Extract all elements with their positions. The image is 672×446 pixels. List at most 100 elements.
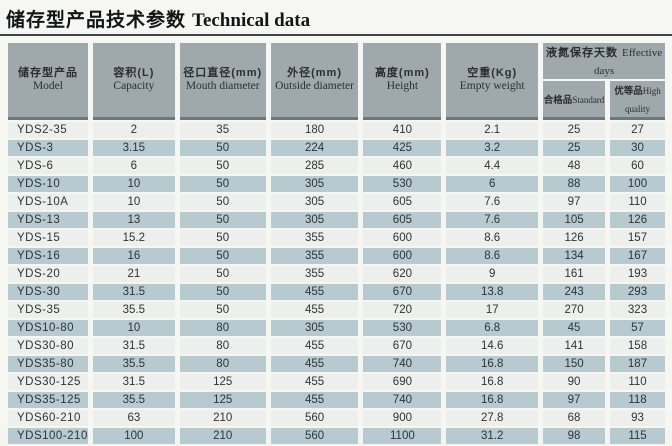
value-cell: 134 — [543, 248, 606, 264]
value-cell: 105 — [543, 212, 606, 228]
value-cell: 80 — [179, 356, 266, 372]
col-subheader-standard: 合格品Standard — [543, 81, 606, 120]
model-cell: YDS-6 — [8, 158, 88, 174]
value-cell: 900 — [363, 410, 442, 426]
value-cell: 4.4 — [446, 158, 539, 174]
value-cell: 35.5 — [92, 392, 175, 408]
table-row: YDS-6 6 50 285 460 4.4 48 60 — [8, 158, 665, 174]
value-cell: 97 — [543, 392, 606, 408]
value-cell: 355 — [270, 248, 359, 264]
value-cell: 115 — [610, 428, 665, 444]
value-cell: 50 — [179, 284, 266, 300]
model-cell: YDS30-125 — [8, 374, 88, 390]
value-cell: 126 — [610, 212, 665, 228]
value-cell: 410 — [363, 122, 442, 138]
table-row: YDS2-35 2 35 180 410 2.1 25 27 — [8, 122, 665, 138]
model-cell: YDS10-80 — [8, 320, 88, 336]
table-row: YDS-3 3.15 50 224 425 3.2 25 30 — [8, 140, 665, 156]
col-header-effective-days-zh: 液氮保存天数 — [546, 47, 618, 59]
value-cell: 285 — [270, 158, 359, 174]
value-cell: 6.8 — [446, 320, 539, 336]
value-cell: 25 — [543, 122, 606, 138]
model-cell: YDS100-210 — [8, 428, 88, 444]
value-cell: 100 — [92, 428, 175, 444]
value-cell: 670 — [363, 338, 442, 354]
value-cell: 180 — [270, 122, 359, 138]
value-cell: 50 — [179, 194, 266, 210]
value-cell: 161 — [543, 266, 606, 282]
title-divider — [0, 34, 672, 36]
value-cell: 90 — [543, 374, 606, 390]
value-cell: 9 — [446, 266, 539, 282]
value-cell: 27.8 — [446, 410, 539, 426]
value-cell: 10 — [92, 176, 175, 192]
value-cell: 305 — [270, 176, 359, 192]
value-cell: 14.6 — [446, 338, 539, 354]
table-row: YDS-13 13 50 305 605 7.6 105 126 — [8, 212, 665, 228]
value-cell: 21 — [92, 266, 175, 282]
value-cell: 35 — [179, 122, 266, 138]
value-cell: 3.2 — [446, 140, 539, 156]
value-cell: 7.6 — [446, 212, 539, 228]
col-header-height-en: Height — [386, 80, 419, 92]
col-subheader-standard-zh: 合格品 — [543, 95, 573, 106]
value-cell: 293 — [610, 284, 665, 300]
value-cell: 17 — [446, 302, 539, 318]
col-header-mouth-diameter-en: Mouth diameter — [185, 80, 260, 92]
table-body: YDS2-35 2 35 180 410 2.1 25 27 YDS-3 3.15 50 224 425… — [8, 122, 665, 444]
table-row: YDS60-210 63 210 560 900 27.8 68 93 — [8, 410, 665, 426]
value-cell: 50 — [179, 302, 266, 318]
model-cell: YDS-35 — [8, 302, 88, 318]
value-cell: 2 — [92, 122, 175, 138]
col-header-outside-diameter-en: Outside diameter — [275, 80, 354, 92]
model-cell: YDS35-80 — [8, 356, 88, 372]
value-cell: 27 — [610, 122, 665, 138]
value-cell: 6 — [446, 176, 539, 192]
value-cell: 355 — [270, 230, 359, 246]
col-header-height-zh: 高度(mm) — [374, 67, 430, 79]
value-cell: 305 — [270, 320, 359, 336]
table-row: YDS35-80 35.5 80 455 740 16.8 150 187 — [8, 356, 665, 372]
col-header-model-zh: 储存型产品 — [17, 67, 78, 79]
value-cell: 125 — [179, 374, 266, 390]
value-cell: 150 — [543, 356, 606, 372]
value-cell: 210 — [179, 410, 266, 426]
value-cell: 50 — [179, 140, 266, 156]
value-cell: 50 — [179, 212, 266, 228]
col-header-empty-weight: 空重(Kg) Empty weight — [446, 43, 539, 120]
value-cell: 560 — [270, 428, 359, 444]
col-header-model: 储存型产品 Model — [8, 43, 88, 120]
value-cell: 60 — [610, 158, 665, 174]
col-header-effective-days-en: Effective days — [593, 47, 663, 77]
table-row: YDS100-210 100 210 560 1100 31.2 98 115 — [8, 428, 665, 444]
col-header-height: 高度(mm) Height — [363, 43, 442, 120]
value-cell: 270 — [543, 302, 606, 318]
value-cell: 460 — [363, 158, 442, 174]
table-row: YDS-16 16 50 355 600 8.6 134 167 — [8, 248, 665, 264]
value-cell: 720 — [363, 302, 442, 318]
value-cell: 605 — [363, 212, 442, 228]
value-cell: 157 — [610, 230, 665, 246]
value-cell: 63 — [92, 410, 175, 426]
model-cell: YDS2-35 — [8, 122, 88, 138]
value-cell: 16.8 — [446, 374, 539, 390]
value-cell: 620 — [363, 266, 442, 282]
col-header-outside-diameter-zh: 外径(mm) — [287, 67, 342, 79]
page-title-en: Technical data — [192, 10, 311, 31]
page-title-zh: 储存型产品技术参数 — [6, 10, 187, 31]
value-cell: 355 — [270, 266, 359, 282]
model-cell: YDS-13 — [8, 212, 88, 228]
value-cell: 100 — [610, 176, 665, 192]
value-cell: 125 — [179, 392, 266, 408]
value-cell: 600 — [363, 230, 442, 246]
value-cell: 167 — [610, 248, 665, 264]
col-subheader-high-quality: 优等品High quality — [610, 81, 665, 120]
table-row: YDS30-80 31.5 80 455 670 14.6 141 158 — [8, 338, 665, 354]
col-header-mouth-diameter-zh: 径口直径(mm) — [183, 67, 263, 79]
value-cell: 530 — [363, 320, 442, 336]
col-header-empty-weight-zh: 空重(Kg) — [467, 67, 518, 79]
value-cell: 8.6 — [446, 230, 539, 246]
value-cell: 80 — [179, 320, 266, 336]
value-cell: 690 — [363, 374, 442, 390]
value-cell: 30 — [610, 140, 665, 156]
